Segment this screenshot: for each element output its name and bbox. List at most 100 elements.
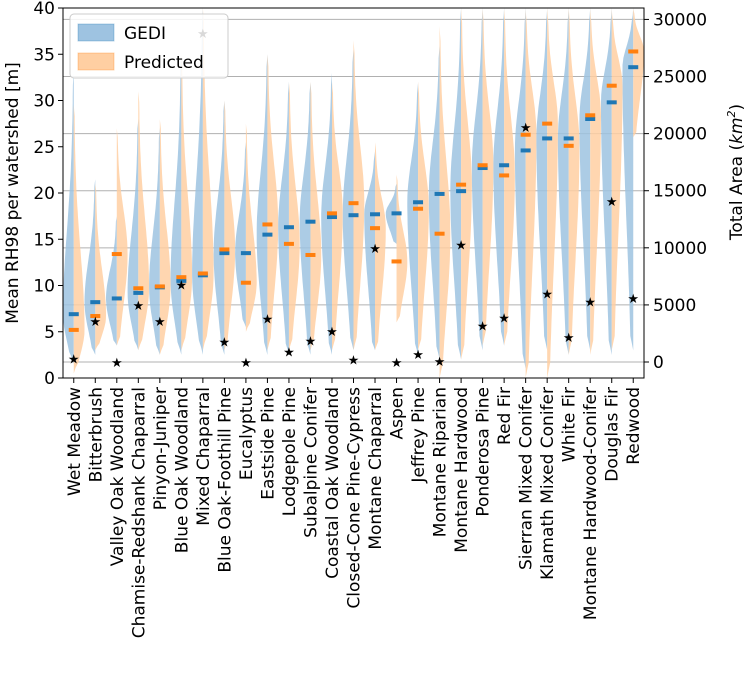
x-tick-label-eastside-pine: Eastside Pine [258, 387, 278, 500]
y-tick-label: 20 [33, 184, 55, 204]
violin-gedi [385, 183, 397, 244]
x-tick-label-jeffrey-pine: Jeffrey Pine [409, 387, 429, 484]
legend: GEDI Predicted [69, 13, 229, 79]
mean-gedi [628, 65, 639, 70]
mean-gedi [542, 136, 553, 141]
x-tick-label-redwood: Redwood [624, 387, 644, 465]
marker-layer: ★★★★★★★★★★★★★★★★★★★★★★★★★★★ [68, 27, 639, 371]
y2-label-prefix: Total Area ( [727, 144, 747, 241]
area-marker: ★ [584, 295, 596, 310]
mean-predicted [606, 83, 617, 88]
violin-predicted [224, 100, 236, 351]
x-tick-label-coastal-oak-woodland: Coastal Oak Woodland [323, 387, 343, 579]
mean-predicted [520, 132, 531, 137]
x-tick-label-bitterbrush: Bitterbrush [86, 387, 106, 482]
violin-predicted [461, 8, 472, 360]
violin-gedi [536, 8, 548, 351]
violin-predicted [267, 54, 279, 351]
violin-predicted [590, 8, 601, 355]
y-tick-label: 5 [44, 323, 55, 343]
area-marker: ★ [89, 315, 101, 330]
mean-predicted [283, 241, 294, 246]
x-tick-label-douglas-fir: Douglas Fir [603, 387, 623, 482]
y2-axis-label: Total Area (km2) [725, 104, 747, 241]
violin-predicted [568, 8, 580, 355]
x-tick-label-blue-oak-woodland: Blue Oak Woodland [172, 387, 192, 553]
legend-label-gedi: GEDI [124, 24, 166, 44]
mean-predicted [391, 259, 402, 264]
violin-predicted [611, 8, 623, 351]
area-marker: ★ [627, 292, 639, 307]
violin-gedi [170, 54, 182, 355]
violin-predicted [504, 8, 515, 346]
mean-gedi [111, 296, 122, 301]
mean-gedi [348, 213, 359, 218]
area-marker: ★ [154, 315, 166, 330]
x-axis: Wet Meadow Bitterbrush Valley Oak Woodland… [65, 378, 644, 638]
mean-predicted [240, 280, 251, 285]
violin-gedi [321, 72, 332, 355]
area-marker: ★ [219, 335, 231, 350]
violin-gedi [622, 8, 634, 351]
violin-gedi [63, 72, 74, 365]
y-tick-label: 15 [33, 230, 55, 250]
x-tick-label-mixed-chaparral: Mixed Chaparral [194, 387, 214, 526]
violin-predicted [288, 82, 300, 351]
mean-predicted [262, 222, 273, 227]
mean-predicted [68, 327, 79, 332]
area-marker: ★ [412, 348, 424, 363]
y2-tick-label: 15000 [653, 182, 707, 202]
mean-predicted [370, 226, 381, 231]
violin-gedi [579, 8, 591, 351]
mean-layer [68, 49, 639, 332]
violin-predicted [331, 82, 343, 351]
area-marker: ★ [176, 278, 188, 293]
x-tick-label-blue-oak-foothill-pine: Blue Oak-Foothill Pine [215, 387, 235, 573]
violin-gedi [601, 8, 612, 355]
mean-predicted [197, 271, 208, 276]
y-axis-right: 0 5000 10000 15000 20000 25000 30000 [644, 10, 707, 373]
mean-gedi [434, 191, 445, 196]
y-axis-label: Mean RH98 per watershed [m] [3, 62, 23, 324]
mean-predicted [133, 286, 144, 291]
area-marker: ★ [132, 299, 144, 314]
mean-gedi [90, 300, 101, 305]
violin-predicted [418, 82, 429, 351]
violin-gedi [127, 119, 139, 351]
area-marker: ★ [348, 354, 360, 369]
mean-gedi [563, 136, 574, 141]
mean-predicted [456, 182, 467, 187]
violin-gedi [149, 128, 160, 355]
mean-gedi [219, 251, 230, 256]
y-tick-label: 0 [44, 369, 55, 389]
area-marker: ★ [541, 287, 553, 302]
x-tick-label-chamise-redshank-chaparral: Chamise-Redshank Chaparral [129, 387, 149, 638]
violin-predicted [116, 128, 128, 346]
mean-predicted [305, 252, 316, 257]
violin-predicted [95, 183, 106, 351]
x-tick-label-montane-riparian: Montane Riparian [431, 387, 451, 537]
y2-tick-label: 20000 [653, 125, 707, 145]
mean-gedi [391, 211, 402, 216]
mean-predicted [413, 206, 424, 211]
violin-gedi [428, 45, 440, 360]
mean-predicted [477, 163, 488, 168]
mean-gedi [133, 290, 144, 295]
violin-predicted [138, 91, 150, 351]
area-marker: ★ [240, 356, 252, 371]
mean-predicted [90, 314, 101, 319]
x-tick-label-montane-hardwood-conifer: Montane Hardwood-Conifer [581, 387, 601, 620]
violin-gedi [557, 8, 569, 355]
violin-gedi [278, 82, 289, 355]
area-marker: ★ [68, 353, 80, 368]
legend-label-predicted: Predicted [124, 53, 204, 73]
area-marker: ★ [262, 313, 274, 328]
x-tick-label-valley-oak-woodland: Valley Oak Woodland [108, 387, 128, 566]
y-tick-label: 25 [33, 138, 55, 158]
y2-tick-label: 0 [653, 353, 664, 373]
violin-layer [63, 8, 644, 378]
violin-predicted [73, 105, 85, 374]
violin-predicted [375, 142, 386, 351]
violin-gedi [235, 142, 246, 328]
x-tick-label-wet-meadow: Wet Meadow [65, 387, 85, 496]
